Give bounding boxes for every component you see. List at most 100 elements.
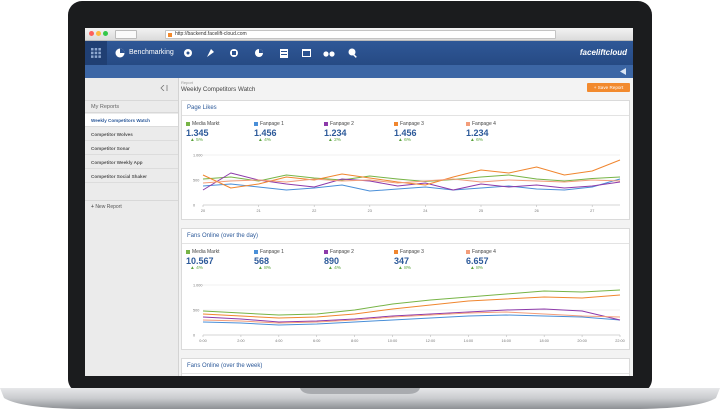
stat-label: Fanpage 2	[324, 121, 386, 127]
stat-name: Fanpage 2	[330, 249, 354, 255]
stat: Fanpage 1 568 ▲ 8%	[254, 249, 316, 275]
up-arrow: ▲	[190, 266, 197, 271]
panel-title: Fans Online (over the week)	[182, 359, 629, 374]
sidebar-item[interactable]: Competitor Wolves	[85, 128, 178, 141]
new-report[interactable]: + New Report	[85, 200, 178, 213]
stat-value: 1.456	[394, 128, 417, 138]
x-tick-label: 2:00	[237, 339, 244, 343]
y-tick-label: 500	[193, 179, 199, 183]
app-header: Benchmarking faceliftcloud	[85, 41, 633, 65]
stat-change: ▲ 8%	[398, 266, 456, 271]
x-tick-label: 22:00	[615, 339, 625, 343]
stat: Fanpage 4 6.657 ▲ 8%	[466, 249, 528, 275]
breadcrumb: Report	[181, 80, 194, 85]
max-dot[interactable]	[103, 31, 108, 36]
y-tick-label: 1.000	[193, 154, 203, 158]
up-arrow: ▲	[398, 138, 405, 143]
close-dot[interactable]	[89, 31, 94, 36]
x-tick-label: 22	[312, 209, 316, 213]
line-chart: 0 500 1.000 20 21 22 23 24 25 26 27	[193, 154, 621, 213]
x-tick-label: 12:00	[426, 339, 436, 343]
stat-change-value: 4%	[196, 266, 204, 271]
stat-checkbox[interactable]	[466, 249, 470, 254]
new-report-text: New Report	[95, 204, 122, 210]
stat-change-value: 8%	[476, 266, 484, 271]
toolbar-icons[interactable]	[183, 47, 373, 59]
section-title[interactable]: Benchmarking	[129, 49, 174, 56]
stat-label: Media Markt	[186, 121, 248, 127]
pie-icon	[115, 48, 125, 58]
url-field[interactable]: http://backend.facelift-cloud.com	[165, 30, 556, 39]
stat-change-value: 2%	[334, 138, 342, 143]
stat-name: Fanpage 4	[472, 121, 496, 127]
sidebar: My Reports Weekly Competitors Watch Compe…	[85, 78, 179, 376]
up-arrow: ▲	[328, 138, 335, 143]
stat-value: 6.657	[466, 256, 489, 266]
x-tick-label: 21	[256, 209, 260, 213]
stat-checkbox[interactable]	[466, 121, 470, 126]
stat-name: Fanpage 1	[260, 249, 284, 255]
up-arrow: ▲	[328, 266, 335, 271]
stat-name: Fanpage 3	[400, 121, 424, 127]
x-tick-label: 16:00	[502, 339, 512, 343]
x-tick-label: 23	[368, 209, 372, 213]
stat-change: ▲ 5%	[190, 138, 248, 143]
stat-value: 347	[394, 256, 410, 266]
sidebar-toggle[interactable]	[160, 85, 168, 91]
stat-checkbox[interactable]	[324, 249, 328, 254]
min-dot[interactable]	[96, 31, 101, 36]
report-title: Weekly Competitors Watch	[181, 86, 256, 93]
stat-name: Fanpage 3	[400, 249, 424, 255]
y-tick-label: 0	[193, 334, 195, 338]
stat-checkbox[interactable]	[254, 121, 258, 126]
stat-checkbox[interactable]	[186, 121, 190, 126]
x-tick-label: 18:00	[539, 339, 549, 343]
sidebar-heading: My Reports	[85, 100, 178, 113]
up-arrow: ▲	[190, 138, 197, 143]
x-tick-label: 10:00	[388, 339, 398, 343]
stat: Fanpage 3 347 ▲ 8%	[394, 249, 456, 275]
stat-checkbox[interactable]	[186, 249, 190, 254]
sidebar-item[interactable]: Competitor Sonar	[85, 142, 178, 155]
sidebar-item[interactable]: Competitor Weekly App	[85, 156, 178, 169]
stat-name: Fanpage 2	[330, 121, 354, 127]
collapse-arrow[interactable]	[620, 68, 626, 75]
x-tick-label: 24	[423, 209, 427, 213]
up-arrow: ▲	[258, 266, 265, 271]
stat-checkbox[interactable]	[394, 249, 398, 254]
stat-name: Media Markt	[192, 249, 220, 255]
x-tick-label: 25	[479, 209, 483, 213]
save-plus: +	[593, 85, 598, 90]
panel: Fans Online (over the week)	[181, 358, 630, 376]
x-tick-label: 20	[201, 209, 205, 213]
nav-buttons[interactable]	[115, 30, 137, 39]
stat-checkbox[interactable]	[324, 121, 328, 126]
stat-checkbox[interactable]	[254, 249, 258, 254]
stat-value: 568	[254, 256, 270, 266]
notch	[300, 388, 420, 394]
stat-label: Fanpage 2	[324, 249, 386, 255]
sidebar-item[interactable]: Competitor Social Shaker	[85, 170, 178, 183]
stat-change: ▲ 6%	[470, 138, 528, 143]
brand: faceliftcloud	[579, 48, 627, 57]
stat-value: 1.345	[186, 128, 209, 138]
sidebar-item[interactable]: Weekly Competitors Watch	[85, 114, 178, 127]
browser-bar: http://backend.facelift-cloud.com	[85, 28, 633, 41]
series-line	[202, 174, 621, 182]
stat-change: ▲ 2%	[328, 138, 386, 143]
stat-value: 890	[324, 256, 340, 266]
stat-label: Fanpage 1	[254, 121, 316, 127]
stat-change-value: 8%	[264, 266, 272, 271]
x-tick-label: 8:00	[351, 339, 358, 343]
favicon	[168, 32, 172, 37]
series-line	[202, 311, 621, 324]
save-report-button[interactable]: + Save Report	[587, 83, 630, 92]
x-tick-label: 0:00	[199, 339, 206, 343]
stat-checkbox[interactable]	[394, 121, 398, 126]
stat: Media Markt 1.345 ▲ 5%	[186, 121, 248, 147]
stat-change-value: 6%	[476, 138, 484, 143]
plus-icon: +	[91, 204, 96, 210]
stat-label: Fanpage 4	[466, 249, 528, 255]
